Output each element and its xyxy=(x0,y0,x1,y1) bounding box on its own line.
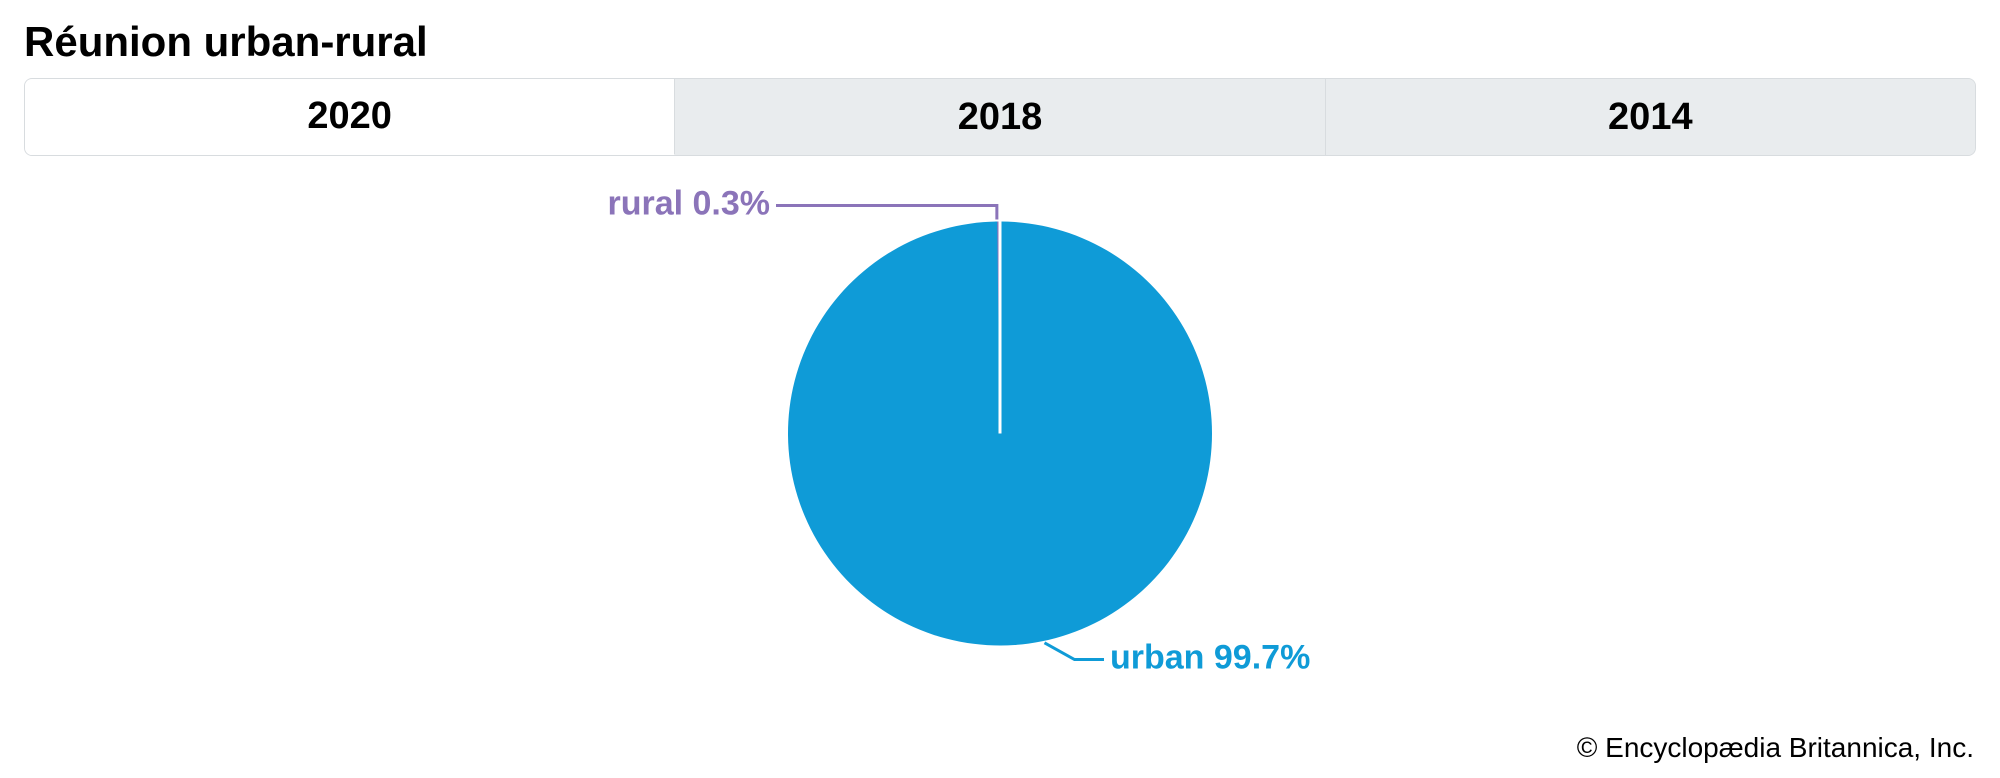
tab-2020[interactable]: 2020 xyxy=(25,79,675,155)
pie-chart: rural 0.3% urban 99.7% xyxy=(500,154,1500,719)
chart-area: rural 0.3% urban 99.7% xyxy=(24,156,1976,716)
tab-2018-label: 2018 xyxy=(958,96,1043,139)
page-title: Réunion urban-rural xyxy=(24,18,1976,66)
page-root: Réunion urban-rural 2020 2018 2014 rural… xyxy=(0,0,2000,778)
credit-text: © Encyclopædia Britannica, Inc. xyxy=(1577,732,1974,764)
tab-2014[interactable]: 2014 xyxy=(1326,79,1975,155)
tab-2020-label: 2020 xyxy=(307,95,392,138)
year-tabs: 2020 2018 2014 xyxy=(24,78,1976,156)
leader-line-urban xyxy=(1044,643,1104,660)
slice-label-rural: rural 0.3% xyxy=(607,184,770,222)
tab-2014-label: 2014 xyxy=(1608,96,1693,139)
slice-label-urban: urban 99.7% xyxy=(1110,638,1310,676)
tab-2018[interactable]: 2018 xyxy=(675,79,1325,155)
leader-line-rural xyxy=(776,206,997,220)
